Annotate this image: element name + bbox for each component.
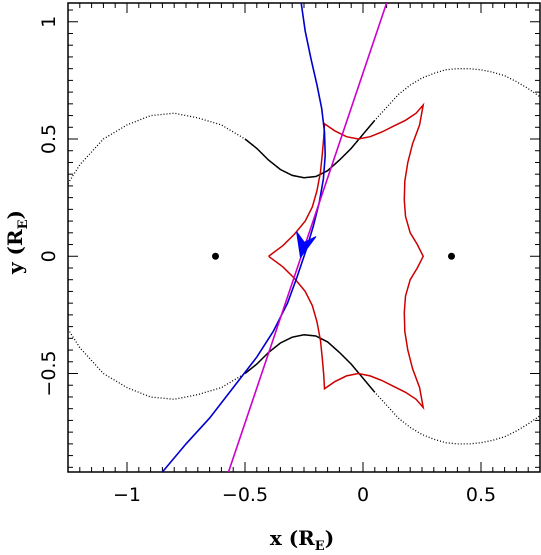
y-tick-label: 1 — [38, 16, 60, 28]
arrow-head — [296, 231, 317, 259]
y-axis-label: y (RE) — [3, 210, 31, 275]
y-tick-label: 0.5 — [38, 124, 60, 154]
x-tick-label: −0.5 — [222, 484, 268, 506]
critical-curve — [68, 68, 540, 445]
series-line-0 — [161, 3, 327, 472]
y-tick-label: −0.5 — [38, 350, 60, 396]
x-tick-label: 0 — [357, 484, 369, 506]
lens-dot — [212, 252, 219, 260]
caustic-curve — [268, 102, 425, 411]
axis-ticks — [67, 3, 541, 472]
critical-curve-lower-solid — [244, 334, 376, 393]
critical-curve-upper-solid — [244, 119, 376, 179]
plot-frame — [67, 2, 541, 473]
x-axis-label: x (RE) — [270, 526, 334, 554]
x-tick-label: −1 — [113, 484, 141, 506]
series-line-1 — [227, 3, 388, 472]
lens-dot — [448, 252, 455, 260]
y-tick-labels: −0.5 0 0.5 1 — [38, 16, 60, 397]
critical-curve-lower-dotted — [68, 328, 540, 445]
critical-curve-upper-dotted — [68, 68, 540, 184]
trajectory-series — [161, 3, 388, 472]
lens-points — [212, 252, 455, 260]
direction-arrow — [296, 231, 317, 259]
x-tick-label: 0.5 — [466, 484, 496, 506]
y-tick-label: 0 — [38, 250, 60, 262]
caustic-line — [268, 102, 425, 411]
x-tick-labels: −1 −0.5 0 0.5 — [113, 484, 496, 506]
